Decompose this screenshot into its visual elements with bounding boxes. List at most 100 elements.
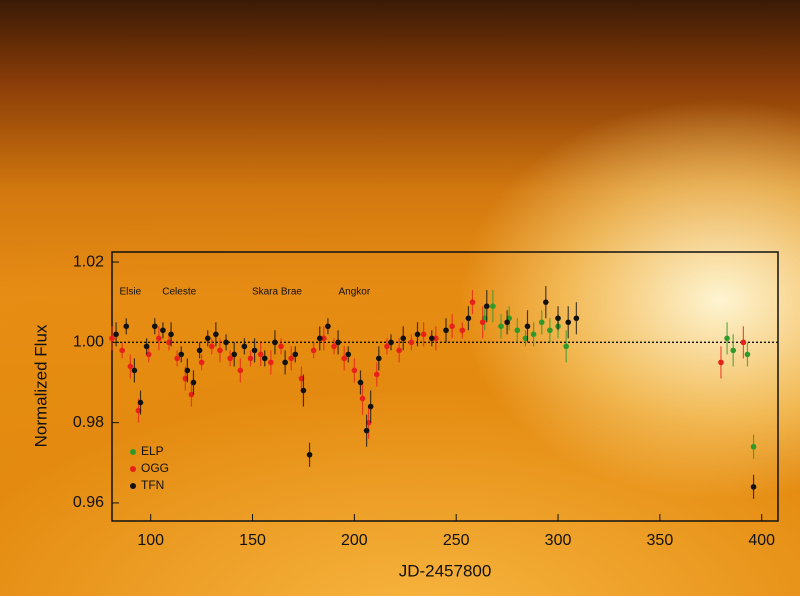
data-point <box>524 323 531 330</box>
data-point <box>316 335 323 342</box>
data-point <box>321 335 327 342</box>
data-point <box>384 343 390 350</box>
data-point <box>127 363 134 370</box>
data-point <box>498 323 504 330</box>
data-point <box>208 343 215 350</box>
data-point <box>555 315 561 322</box>
legend-label: OGG <box>141 461 169 475</box>
data-point <box>483 303 490 310</box>
data-point <box>196 347 203 354</box>
legend-marker <box>130 449 136 455</box>
x-tick-label: 400 <box>748 532 775 549</box>
data-point <box>547 327 553 334</box>
data-point <box>204 335 211 342</box>
data-point <box>272 339 278 346</box>
data-point <box>109 335 115 342</box>
data-point <box>420 331 427 338</box>
data-point <box>367 403 374 410</box>
data-point <box>408 339 415 346</box>
x-tick-label: 350 <box>647 532 674 549</box>
data-point <box>135 407 142 414</box>
data-point <box>119 347 125 354</box>
data-point <box>514 327 521 334</box>
x-tick-label: 100 <box>137 532 164 549</box>
data-point <box>166 339 172 346</box>
data-point <box>325 323 331 330</box>
y-tick-label: 1.00 <box>73 334 104 351</box>
legend-marker <box>130 466 136 472</box>
data-point <box>530 331 537 338</box>
data-point <box>341 355 347 362</box>
data-point <box>306 451 313 458</box>
x-tick-label: 250 <box>443 532 470 549</box>
data-point <box>504 319 510 326</box>
data-point <box>257 351 264 358</box>
data-point <box>278 343 284 350</box>
data-point <box>184 367 191 374</box>
data-point <box>251 347 258 354</box>
data-point <box>543 299 549 305</box>
data-point <box>565 319 572 326</box>
data-point <box>730 347 736 354</box>
data-point <box>113 331 119 338</box>
data-point <box>174 355 180 362</box>
data-point <box>428 335 435 342</box>
data-point <box>178 351 185 358</box>
data-point <box>376 355 382 362</box>
annotation: Celeste <box>162 287 196 298</box>
data-point <box>300 387 307 394</box>
data-point <box>261 355 268 362</box>
data-point <box>563 343 569 350</box>
data-point <box>373 371 380 378</box>
data-point <box>292 351 299 358</box>
data-point <box>724 335 730 342</box>
x-axis-label: JD-2457800 <box>399 561 492 580</box>
x-tick-label: 300 <box>545 532 572 549</box>
data-point <box>443 327 449 334</box>
data-point <box>145 351 152 358</box>
data-point <box>160 327 166 334</box>
data-point <box>750 443 757 450</box>
data-point <box>490 303 496 310</box>
y-tick-label: 0.98 <box>73 414 104 431</box>
annotation: Angkor <box>339 287 371 298</box>
y-axis-label: Normalized Flux <box>31 324 50 447</box>
data-point <box>288 355 295 362</box>
data-point <box>718 359 724 366</box>
x-tick-label: 200 <box>341 532 368 549</box>
data-point <box>449 323 455 330</box>
data-point <box>156 335 162 342</box>
data-point <box>182 375 189 382</box>
data-point <box>143 343 150 350</box>
data-point <box>137 399 144 406</box>
data-point <box>459 327 466 334</box>
y-tick-label: 1.02 <box>73 253 104 270</box>
x-tick-label: 150 <box>239 532 266 549</box>
data-point <box>188 391 195 398</box>
data-point <box>359 395 366 402</box>
data-point <box>345 351 352 358</box>
data-point <box>400 335 407 342</box>
data-point <box>268 359 274 366</box>
data-point <box>479 319 486 326</box>
data-point <box>237 367 244 374</box>
data-point <box>538 319 545 326</box>
data-point <box>223 339 229 346</box>
plot-frame <box>111 251 779 522</box>
data-point <box>241 343 248 350</box>
data-point <box>740 339 747 346</box>
data-point <box>522 335 529 342</box>
data-point <box>123 323 130 330</box>
data-point <box>357 379 364 386</box>
data-point <box>190 379 197 386</box>
data-point <box>365 419 372 426</box>
data-point <box>469 299 476 305</box>
data-point <box>335 339 341 346</box>
data-point <box>168 331 174 338</box>
data-point <box>151 323 158 330</box>
annotation: Skara Brae <box>252 287 302 298</box>
data-point <box>213 331 219 338</box>
data-point <box>744 351 751 358</box>
